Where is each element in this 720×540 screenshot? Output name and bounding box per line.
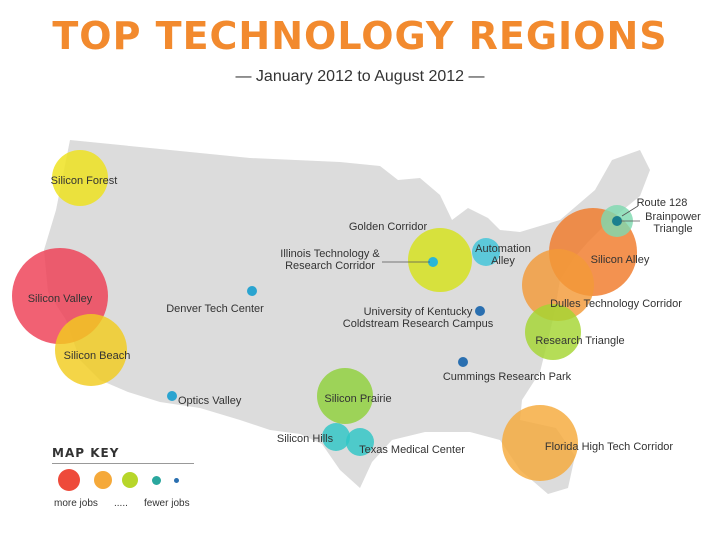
key-dot-3 [122, 472, 138, 488]
key-dot-2 [94, 471, 112, 489]
bubble-silicon-prairie [317, 368, 373, 424]
bubble-silicon-forest [52, 150, 108, 206]
bubble-automation-alley [472, 238, 500, 266]
bubble-brainpower-triangle [612, 216, 622, 226]
label-silicon-forest: Silicon Forest [51, 175, 118, 187]
bubble-dulles-technology-corridor [522, 249, 594, 321]
label-optics-valley: Optics Valley [178, 395, 242, 407]
key-dot-4 [152, 475, 161, 485]
bubble-golden-corridor [408, 228, 472, 292]
bubble-texas-medical-center [346, 428, 374, 456]
bubble-research-triangle [525, 304, 581, 360]
bubble-university-of-kentucky-coldstream-research-campus [475, 306, 485, 316]
label-silicon-hills: Silicon Hills [277, 433, 334, 445]
key-more-label: more jobs [54, 498, 98, 509]
label-research-triangle: Research Triangle [535, 335, 624, 347]
page-title: TOP TECHNOLOGY REGIONS [52, 14, 668, 58]
map-key-dots [52, 464, 194, 498]
label-silicon-prairie: Silicon Prairie [324, 393, 391, 405]
label-silicon-beach: Silicon Beach [64, 350, 131, 362]
label-denver-tech-center: Denver Tech Center [166, 303, 264, 315]
key-dot-5 [174, 477, 179, 483]
map-key-title: MAP KEY [52, 446, 194, 464]
key-dot-1 [58, 469, 80, 491]
label-automation-alley: Automation Alley [475, 243, 531, 267]
bubble-denver-tech-center [247, 286, 257, 296]
bubble-illinois-technology-research-corridor [428, 257, 438, 267]
key-fewer-label: fewer jobs [144, 498, 190, 509]
label-illinois-technology-research-corridor: Illinois Technology & Research Corridor [280, 248, 380, 272]
map-key: MAP KEY more jobs ..... fewer jobs [52, 446, 194, 512]
bubble-florida-high-tech-corridor [502, 405, 578, 481]
label-silicon-valley: Silicon Valley [28, 293, 93, 305]
label-florida-high-tech-corridor: Florida High Tech Corridor [545, 441, 674, 453]
label-dulles-technology-corridor: Dulles Technology Corridor [550, 298, 682, 310]
bubble-cummings-research-park [458, 357, 468, 367]
page-subtitle: — January 2012 to August 2012 — [235, 68, 485, 85]
label-route-128: Route 128 [637, 197, 688, 209]
bubble-silicon-hills [322, 423, 350, 451]
label-cummings-research-park: Cummings Research Park [443, 371, 572, 383]
label-university-of-kentucky-coldstream-research-campus: University of Kentucky Coldstream Researc… [343, 306, 494, 330]
label-silicon-alley: Silicon Alley [591, 254, 650, 266]
bubble-optics-valley [167, 391, 177, 401]
leader-line-route-128 [621, 205, 639, 217]
label-texas-medical-center: Texas Medical Center [359, 444, 465, 456]
key-dots-label: ..... [114, 498, 128, 509]
us-silhouette [44, 140, 650, 494]
bubble-silicon-beach [55, 314, 127, 386]
label-brainpower-triangle: Brainpower Triangle [645, 211, 701, 235]
label-golden-corridor: Golden Corridor [349, 221, 428, 233]
